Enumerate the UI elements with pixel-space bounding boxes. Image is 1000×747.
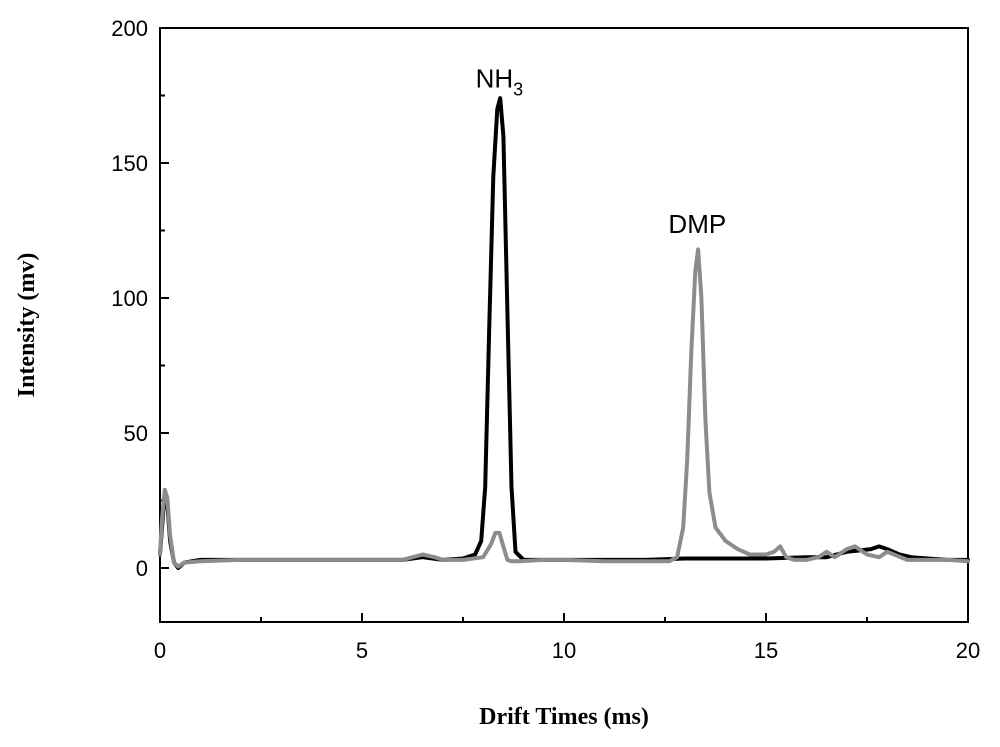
x-axis-title: Drift Times (ms) [479,704,649,730]
peak-label-1: NH3 [476,63,524,99]
series-line-2 [158,247,970,569]
x-tick-label: 0 [154,638,166,663]
y-tick-label: 50 [124,421,148,446]
y-tick-label: 200 [111,16,148,41]
x-tick-label: 20 [956,638,980,663]
y-axis-title: Intensity (mv) [14,253,40,398]
x-tick-label: 10 [552,638,576,663]
annotations: NH3 DMP [476,63,727,239]
plot-frame [159,27,969,623]
x-tick-label: 5 [356,638,368,663]
peak-label-2: DMP [668,209,726,239]
y-tick-label: 150 [111,151,148,176]
series-layer [158,96,970,570]
y-tick-label: 100 [111,286,148,311]
y-tick-label: 0 [136,556,148,581]
x-tick-label: 15 [754,638,778,663]
axis-ticks [159,27,969,622]
series-line-1 [158,96,970,570]
